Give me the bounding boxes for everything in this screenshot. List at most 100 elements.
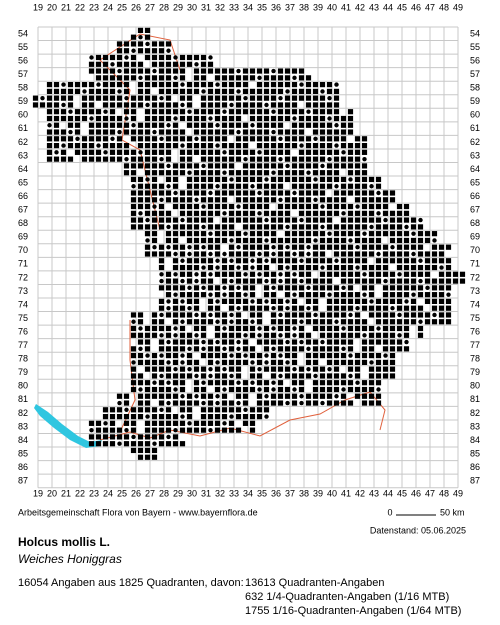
record-square	[193, 366, 200, 372]
record-square	[326, 353, 333, 359]
title: Holcus mollis L.	[18, 535, 110, 549]
record-square	[151, 176, 158, 183]
record-dot	[348, 238, 353, 243]
record-square	[305, 400, 312, 406]
record-square	[46, 136, 53, 142]
record-dot	[341, 387, 346, 392]
x-label: 46	[411, 488, 421, 498]
record-square	[214, 109, 221, 115]
record-square	[151, 210, 158, 216]
record-square	[95, 61, 102, 67]
y-label: 76	[18, 326, 28, 336]
record-square	[270, 156, 277, 162]
record-square	[102, 122, 109, 128]
record-square	[221, 353, 228, 359]
record-dot	[103, 150, 108, 155]
record-square	[361, 353, 368, 359]
record-square	[179, 88, 186, 94]
record-square	[256, 136, 263, 142]
record-square	[291, 82, 298, 88]
record-square	[172, 231, 179, 237]
record-dot	[306, 366, 311, 372]
record-square	[235, 170, 242, 176]
record-square	[305, 278, 312, 284]
record-square	[193, 380, 200, 386]
record-square	[172, 244, 179, 250]
record-dot	[243, 272, 248, 277]
record-square	[193, 149, 200, 155]
record-square	[74, 109, 81, 115]
record-square	[382, 224, 389, 230]
record-square	[221, 82, 228, 88]
record-square	[291, 359, 298, 365]
record-square	[193, 176, 200, 183]
record-square	[172, 122, 179, 128]
record-square	[340, 197, 347, 203]
record-square	[270, 339, 277, 345]
record-dot	[166, 48, 171, 53]
record-square	[60, 115, 67, 122]
record-dot	[292, 272, 297, 277]
record-square	[249, 170, 256, 176]
record-square	[347, 109, 354, 115]
record-square	[144, 231, 151, 237]
record-square	[263, 210, 270, 216]
record-square	[109, 441, 116, 447]
record-square	[186, 292, 193, 298]
record-square	[298, 264, 305, 271]
record-dot	[194, 333, 199, 338]
record-square	[137, 393, 144, 399]
record-square	[179, 170, 186, 176]
record-dot	[411, 251, 416, 257]
record-square	[389, 298, 396, 304]
record-square	[284, 136, 291, 142]
record-square	[179, 115, 186, 122]
record-square	[179, 366, 186, 372]
record-square	[354, 298, 361, 304]
record-dot	[369, 184, 374, 189]
x-label: 48	[439, 2, 449, 12]
record-square	[291, 224, 298, 230]
record-square	[312, 143, 319, 149]
record-square	[172, 346, 179, 352]
record-square	[249, 305, 256, 311]
record-square	[347, 129, 354, 135]
record-square	[130, 441, 137, 447]
record-dot	[376, 211, 381, 216]
y-label: 54	[470, 28, 480, 38]
record-dot	[313, 373, 318, 379]
record-square	[396, 224, 403, 230]
record-square	[270, 82, 277, 88]
record-square	[151, 197, 158, 203]
record-square	[46, 156, 53, 162]
record-square	[403, 325, 410, 332]
record-square	[284, 68, 291, 74]
record-square	[221, 217, 228, 223]
record-square	[284, 149, 291, 155]
record-square	[200, 176, 207, 183]
record-dot	[348, 353, 353, 358]
record-square	[277, 102, 284, 108]
record-square	[270, 393, 277, 399]
record-square	[214, 210, 221, 216]
record-square	[326, 373, 333, 379]
record-square	[291, 298, 298, 304]
record-dot	[166, 163, 171, 169]
record-square	[298, 292, 305, 298]
record-square	[256, 88, 263, 94]
record-square	[158, 298, 165, 304]
record-dot	[208, 231, 213, 236]
record-square	[361, 359, 368, 365]
record-square	[53, 109, 60, 115]
record-square	[312, 292, 319, 298]
record-square	[207, 109, 214, 115]
record-square	[298, 224, 305, 230]
record-dot	[355, 245, 360, 250]
record-square	[207, 420, 214, 426]
record-square	[158, 325, 165, 332]
record-square	[361, 264, 368, 271]
record-square	[312, 163, 319, 169]
record-square	[361, 197, 368, 203]
record-square	[46, 109, 53, 115]
